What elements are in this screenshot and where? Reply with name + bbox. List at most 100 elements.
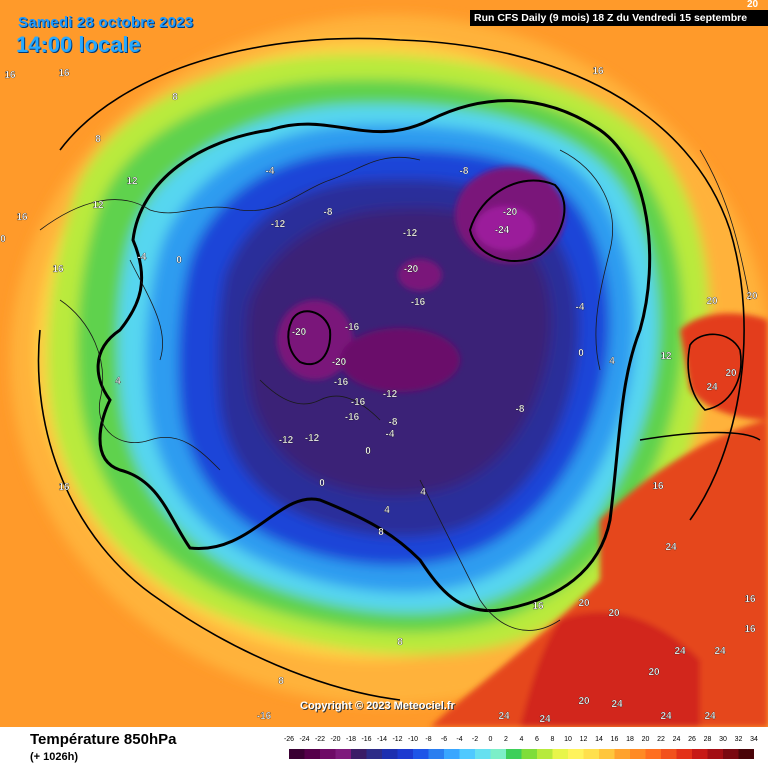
contour-label: 16	[58, 482, 70, 493]
scale-swatch	[335, 749, 351, 759]
contour-label: 24	[498, 711, 510, 722]
scale-tick-label: 14	[595, 736, 603, 743]
contour-label: -8	[460, 166, 469, 177]
cold-cores	[277, 167, 768, 727]
scale-tick-label: 34	[750, 736, 758, 743]
contour-label: -20	[332, 357, 347, 368]
contour-label: 16	[744, 594, 756, 605]
contour-label: 0	[365, 446, 371, 457]
contour-label: 16	[16, 212, 28, 223]
scale-swatch	[521, 749, 537, 759]
scale-tick-label: 24	[673, 736, 681, 743]
scale-swatch	[428, 749, 444, 759]
contour-label: -12	[271, 219, 286, 230]
scale-tick-label: -10	[408, 736, 418, 743]
contour-label: 0	[578, 348, 584, 359]
map-footer: Température 850hPa (+ 1026h) -26 -24 -22 -2…	[0, 727, 768, 768]
scale-swatch	[320, 749, 336, 759]
forecast-date: Samedi 28 octobre 2023	[18, 14, 194, 31]
scale-swatch	[397, 749, 413, 759]
color-scale-legend: -26 -24 -22 -20 -18 -16 -14 -12 -10 -8 -6 -4 -2 0 2 4 6 8…	[284, 736, 758, 759]
contour-label: -12	[383, 389, 398, 400]
contour-label: -16	[351, 397, 366, 408]
scale-swatch	[413, 749, 429, 759]
field-title: Température 850hPa	[30, 731, 177, 748]
scale-swatch	[444, 749, 460, 759]
scale-tick-label: -6	[441, 736, 447, 743]
contour-line	[468, 179, 566, 262]
contour-label: 20	[578, 598, 590, 609]
contour-label: 4	[115, 376, 121, 387]
contour-label: -20	[503, 207, 518, 218]
scale-swatch	[382, 749, 398, 759]
lead-time: (+ 1026h)	[30, 751, 78, 763]
scale-swatch	[475, 749, 491, 759]
contour-label: -8	[389, 417, 398, 428]
scale-swatch	[676, 749, 692, 759]
contour-label: -12	[305, 433, 320, 444]
contour-label: 8	[378, 527, 384, 538]
run-info: Run CFS Daily (9 mois) 18 Z du Vendredi …	[470, 10, 768, 26]
scale-tick-label: 6	[535, 736, 539, 743]
scale-tick-label: 22	[657, 736, 665, 743]
scale-tick-label: -12	[392, 736, 402, 743]
contour-label: 8	[95, 134, 101, 145]
scale-tick-label: 20	[642, 736, 650, 743]
scale-tick-label: -24	[299, 736, 309, 743]
scale-swatch	[599, 749, 615, 759]
corner-contour-label: 20	[747, 0, 759, 10]
scale-tick-label: -2	[472, 736, 478, 743]
scale-swatch	[289, 749, 305, 759]
contour-label: 0	[176, 255, 182, 266]
contour-label: 16	[744, 624, 756, 635]
scale-tick-label: -14	[377, 736, 387, 743]
contour-label: -12	[403, 228, 418, 239]
contour-label: 0	[0, 234, 6, 245]
contour-label: 20	[578, 696, 590, 707]
contour-line	[59, 37, 745, 521]
contour-line	[687, 333, 742, 411]
contour-label: 24	[539, 714, 551, 725]
contour-label: 4	[609, 356, 615, 367]
contour-label: 24	[665, 542, 677, 553]
scale-swatch	[537, 749, 553, 759]
scale-tick-label: 8	[551, 736, 555, 743]
scale-swatch	[568, 749, 584, 759]
contour-label: 24	[611, 699, 623, 710]
scale-swatch	[459, 749, 475, 759]
contour-label: 0	[319, 478, 325, 489]
contour-label: 8	[278, 676, 284, 687]
scale-tick-label: -20	[330, 736, 340, 743]
contour-label: 8	[172, 92, 178, 103]
contour-label: -4	[266, 166, 275, 177]
contour-label: -4	[138, 252, 147, 263]
scale-tick-label: -16	[361, 736, 371, 743]
contour-label: 16	[592, 66, 604, 77]
scale-swatch	[723, 749, 739, 759]
contour-label: 20	[725, 368, 737, 379]
coastlines	[39, 149, 751, 631]
scale-swatch	[645, 749, 661, 759]
forecast-time: 14:00 locale	[16, 32, 141, 57]
contour-label: 16	[652, 481, 664, 492]
contour-label: 16	[58, 68, 70, 79]
scale-swatch	[738, 749, 754, 759]
contour-label: 12	[126, 176, 138, 187]
contour-label: 12	[660, 351, 672, 362]
contour-label: 24	[706, 382, 718, 393]
contour-label: -16	[257, 711, 272, 722]
contour-label: 24	[704, 711, 716, 722]
contour-label: 4	[420, 487, 426, 498]
contour-label: -20	[292, 327, 307, 338]
zero-degree-contour	[96, 99, 652, 613]
contour-label: -8	[516, 404, 525, 415]
contour-label: 20	[648, 667, 660, 678]
contour-line	[287, 310, 332, 366]
scale-swatch	[351, 749, 367, 759]
scale-tick-label: -8	[425, 736, 431, 743]
contour-label: -20	[404, 264, 419, 275]
contour-label: -16	[345, 412, 360, 423]
